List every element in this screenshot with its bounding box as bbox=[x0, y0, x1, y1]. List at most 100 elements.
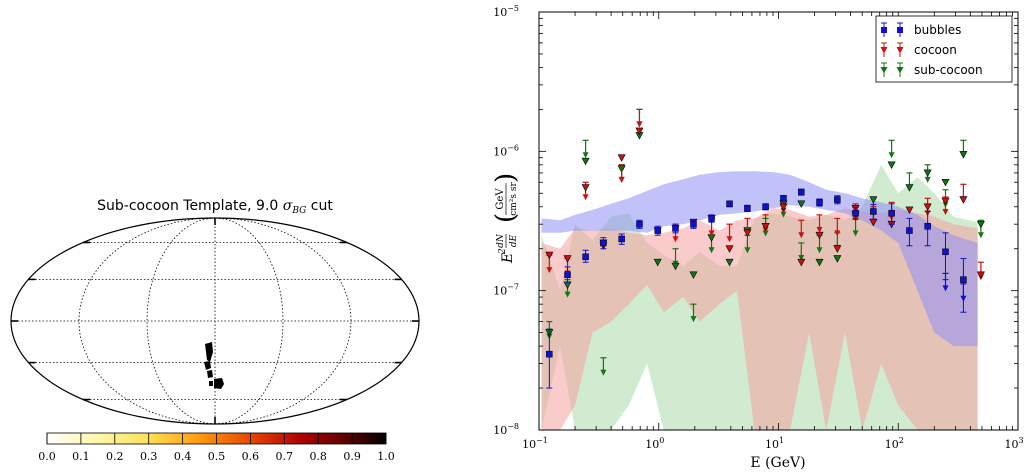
cocoon-point bbox=[976, 271, 985, 279]
bubbles-point bbox=[888, 209, 895, 217]
cocoon-point bbox=[761, 222, 770, 231]
svg-text:): ) bbox=[491, 173, 521, 183]
bubbles-point bbox=[942, 248, 949, 256]
y-tick-label: 10−7 bbox=[493, 283, 519, 298]
sub-cocoon-point bbox=[976, 220, 985, 229]
sub-cocoon-point bbox=[905, 184, 914, 192]
bubbles-point bbox=[546, 350, 553, 358]
colorbar-ticks: 0.0 0.1 0.2 0.3 0.4 0.5 0.6 0.7 0.8 0.9 1.0 bbox=[38, 433, 395, 463]
cocoon-upper-limit-arrow bbox=[582, 194, 589, 201]
colorbar-tick-label: 1.0 bbox=[377, 450, 395, 463]
cocoon-point bbox=[905, 206, 914, 215]
x-tick-label: 102 bbox=[885, 436, 904, 451]
x-tick-label: 101 bbox=[765, 436, 784, 451]
bubbles-point bbox=[672, 225, 679, 232]
axis-ticks bbox=[538, 11, 1019, 431]
cocoon-upper-limit-arrow bbox=[798, 232, 805, 239]
legend-item-cocoon: cocoon bbox=[880, 42, 957, 57]
sub-cocoon-upper-limit-arrow bbox=[852, 230, 859, 237]
cocoon-point bbox=[743, 229, 752, 237]
cocoon-upper-limit-arrow bbox=[672, 236, 679, 243]
sub-cocoon-upper-limit-arrow bbox=[582, 152, 589, 159]
sub-cocoon-upper-limit-arrow bbox=[816, 247, 823, 254]
cocoon-upper-limit-arrow bbox=[726, 236, 733, 243]
cocoon-point bbox=[923, 203, 932, 211]
cocoon-point bbox=[563, 255, 572, 263]
sub-cocoon-upper-limit-arrow bbox=[690, 316, 697, 323]
legend-item-bubbles: bubbles bbox=[881, 22, 961, 37]
cocoon-upper-limit-arrow bbox=[834, 230, 841, 237]
colorbar-tick-label: 0.2 bbox=[106, 450, 124, 463]
cocoon-point bbox=[941, 197, 950, 206]
map-edge-ticks bbox=[11, 218, 419, 424]
cocoon-point bbox=[617, 154, 626, 162]
cocoon-upper-limit-arrow bbox=[816, 226, 823, 233]
colorbar: 0.0 0.1 0.2 0.3 0.4 0.5 0.6 0.7 0.8 0.9 1.0 bbox=[38, 432, 395, 463]
cocoon-point bbox=[581, 184, 590, 192]
bubbles-point bbox=[834, 196, 841, 203]
colorbar-tick-label: 0.8 bbox=[309, 450, 327, 463]
meridian-line bbox=[214, 218, 352, 424]
cocoon-point bbox=[545, 251, 554, 260]
sub-cocoon-point bbox=[653, 258, 662, 267]
cocoon-upper-limit-arrow bbox=[618, 176, 625, 183]
sub-cocoon-point bbox=[797, 200, 806, 208]
chart-bands bbox=[541, 164, 978, 430]
sub-cocoon-upper-limit-arrow bbox=[600, 369, 607, 376]
legend-items: bubbles cocoon sub-cocoon bbox=[880, 22, 983, 77]
legend-label: bubbles bbox=[914, 23, 961, 37]
colorbar-tick-label: 0.7 bbox=[276, 450, 294, 463]
sub-cocoon-point bbox=[887, 161, 896, 169]
bubbles-point bbox=[798, 188, 805, 196]
bubbles-point bbox=[564, 271, 571, 279]
legend-label: cocoon bbox=[914, 43, 957, 57]
sub-cocoon-upper-limit-arrow bbox=[798, 254, 805, 261]
cocoon-upper-limit-arrow bbox=[636, 121, 643, 128]
sky-map-panel: Sub-cocoon Template, 9.0 σBG cut bbox=[10, 198, 420, 425]
cocoon-point bbox=[833, 245, 842, 253]
template-region bbox=[204, 342, 224, 389]
x-axis-label: E (GeV) bbox=[750, 455, 805, 471]
bubbles-upper-limit-arrow bbox=[942, 285, 949, 292]
bubbles-point bbox=[726, 200, 733, 208]
sub-cocoon-point bbox=[725, 258, 734, 267]
sub-cocoon-upper-limit-arrow bbox=[744, 247, 751, 254]
cocoon-point bbox=[779, 203, 788, 211]
colorbar-tick-label: 0.0 bbox=[38, 450, 56, 463]
bubbles-point bbox=[816, 199, 823, 206]
sub-cocoon-point bbox=[671, 262, 680, 271]
y-tick-label: 10−5 bbox=[493, 4, 519, 19]
bubbles-point bbox=[582, 253, 589, 261]
sub-cocoon-point bbox=[581, 157, 590, 166]
sub-cocoon-point bbox=[959, 151, 968, 159]
legend-item-sub-cocoon: sub-cocoon bbox=[880, 62, 983, 77]
sub-cocoon-point bbox=[833, 255, 842, 263]
axis-tick-labels: 10−1 100 101 102 103 10−8 10−7 10−6 10−5 bbox=[493, 4, 1023, 451]
colorbar-tick-label: 0.9 bbox=[343, 450, 361, 463]
chart-markers bbox=[545, 108, 985, 389]
sub-cocoon-upper-limit-arrow bbox=[924, 176, 931, 183]
bubbles-point bbox=[870, 208, 877, 215]
map-graticule bbox=[11, 218, 419, 424]
bubbles-point bbox=[618, 235, 625, 243]
y-axis-label: E 2 dN dE ( GeV cm²s sr ) bbox=[491, 173, 521, 264]
sub-cocoon-upper-limit-arrow bbox=[564, 291, 571, 298]
bubbles-point bbox=[636, 220, 643, 228]
cocoon-band bbox=[541, 208, 978, 430]
legend-label: sub-cocoon bbox=[914, 63, 983, 77]
ylabel-units-num: GeV bbox=[495, 188, 506, 210]
sub-cocoon-upper-limit-arrow bbox=[780, 211, 787, 218]
cocoon-point bbox=[635, 127, 644, 136]
ylabel-units-den: cm²s sr bbox=[509, 182, 519, 216]
bubbles-point bbox=[906, 227, 913, 234]
sub-cocoon-upper-limit-arrow bbox=[888, 152, 895, 159]
meridian-line bbox=[78, 218, 216, 424]
sub-cocoon-upper-limit-arrow bbox=[977, 232, 984, 239]
cocoon-point bbox=[797, 258, 806, 267]
cocoon-upper-limit-arrow bbox=[546, 267, 553, 274]
svg-text:2: 2 bbox=[498, 248, 508, 255]
bubbles-upper-limit-arrow bbox=[960, 295, 967, 302]
svg-text:(: ( bbox=[491, 213, 521, 223]
sub-cocoon-point bbox=[689, 271, 698, 279]
